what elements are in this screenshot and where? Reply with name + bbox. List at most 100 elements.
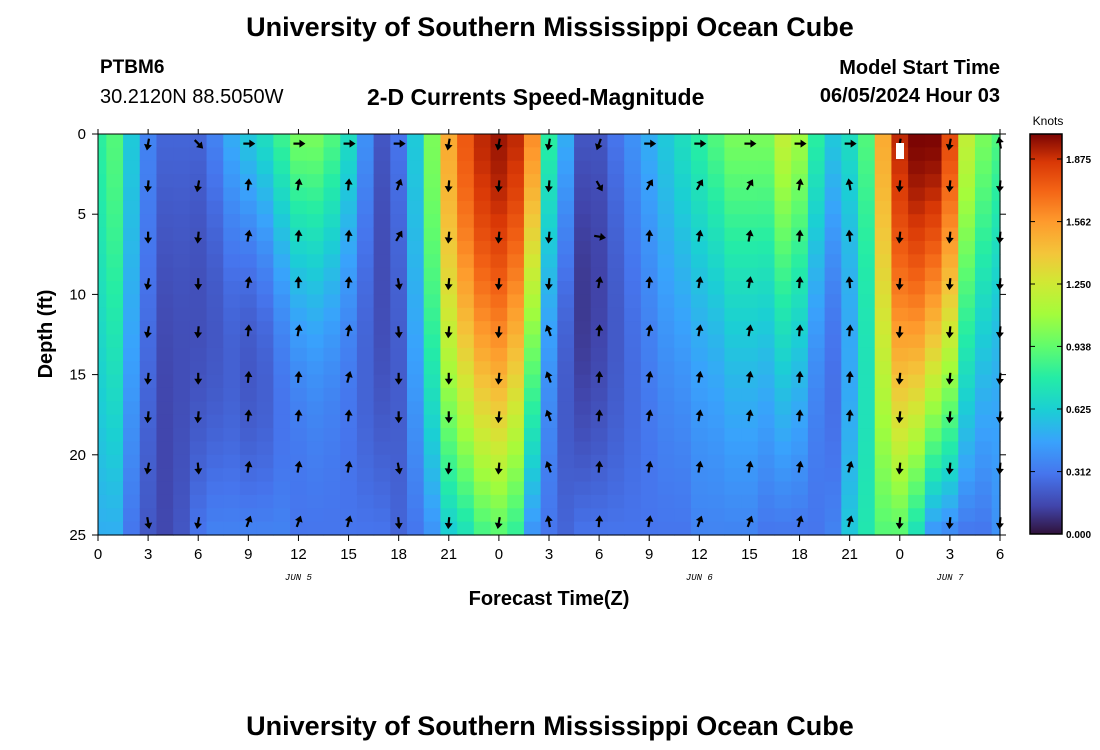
heatmap-cell	[490, 267, 508, 282]
heatmap-cell	[507, 281, 525, 295]
heatmap-cell	[356, 481, 375, 496]
arrow-head	[244, 229, 253, 237]
heatmap-cell	[640, 481, 659, 496]
heatmap-cell	[674, 200, 692, 215]
heatmap-cell	[640, 240, 659, 255]
heatmap-cell	[139, 481, 158, 496]
heatmap-cell	[156, 468, 174, 483]
heatmap-cell	[707, 481, 725, 496]
heatmap-cell	[189, 508, 208, 523]
heatmap-cell	[440, 361, 458, 376]
arrow-head	[595, 324, 604, 331]
heatmap-cell	[490, 361, 508, 376]
heatmap-cell	[958, 347, 976, 362]
heatmap-cell	[473, 508, 492, 523]
heatmap-cell	[924, 187, 943, 202]
arrow-head	[945, 522, 954, 530]
heatmap-cell	[741, 387, 759, 402]
heatmap-cell	[574, 240, 592, 255]
heatmap-cell	[490, 294, 508, 309]
heatmap-cell	[239, 361, 258, 376]
heatmap-cell	[557, 294, 575, 309]
heatmap-cell	[98, 414, 107, 429]
heatmap-cell	[206, 147, 224, 162]
heatmap-cell	[507, 174, 525, 189]
heatmap-cell	[373, 227, 391, 242]
arrow-head	[294, 460, 303, 468]
current-arrow	[143, 326, 152, 339]
heatmap-cell	[607, 414, 625, 429]
arrow-head	[795, 178, 804, 186]
heatmap-cell	[607, 401, 625, 416]
heatmap-cell	[958, 254, 976, 269]
heatmap-cell	[690, 160, 709, 175]
heatmap-cell	[256, 254, 274, 269]
current-arrow	[494, 372, 503, 385]
heatmap-cell	[624, 334, 642, 349]
heatmap-cell	[807, 521, 826, 536]
heatmap-cell	[841, 361, 859, 376]
arrow-head	[395, 178, 403, 186]
heatmap-cell	[306, 174, 325, 189]
heatmap-cell	[223, 187, 241, 202]
heatmap-cell	[841, 294, 859, 309]
heatmap-cell	[457, 468, 475, 483]
arrow-head	[494, 522, 503, 530]
heatmap-cell	[206, 187, 224, 202]
heatmap-cell	[206, 428, 224, 443]
x-tick-label: 12	[290, 546, 307, 563]
heatmap-cell	[256, 227, 274, 242]
heatmap-cell	[239, 254, 258, 269]
heatmap-cell	[407, 240, 425, 255]
heatmap-cell	[924, 347, 943, 362]
heatmap-cell	[323, 321, 341, 336]
arrow-head	[695, 229, 704, 237]
arrow-head	[244, 515, 253, 523]
heatmap-cell	[974, 281, 993, 295]
heatmap-cell	[173, 494, 191, 509]
heatmap-cell	[908, 214, 926, 229]
heatmap-cell	[724, 374, 742, 389]
heatmap-cell	[223, 254, 241, 269]
heatmap-cell	[791, 387, 809, 402]
heatmap-cell	[423, 214, 442, 229]
heatmap-cell	[891, 334, 909, 349]
heatmap-cell	[123, 521, 141, 536]
heatmap-cell	[507, 240, 525, 255]
heatmap-cell	[557, 267, 575, 282]
heatmap-cell	[807, 454, 826, 469]
heatmap-cell	[173, 281, 191, 295]
heatmap-cell	[757, 200, 776, 215]
heatmap-cell	[490, 147, 508, 162]
heatmap-cell	[98, 521, 107, 536]
heatmap-cell	[106, 508, 124, 523]
heatmap-cell	[407, 321, 425, 336]
heatmap-cell	[473, 240, 492, 255]
arrow-head	[143, 467, 152, 475]
heatmap-cell	[356, 240, 375, 255]
current-arrow	[344, 229, 353, 242]
heatmap-cell	[724, 441, 742, 456]
heatmap-cell	[574, 160, 592, 175]
heatmap-cell	[991, 321, 1001, 336]
heatmap-cell	[507, 361, 525, 376]
heatmap-cell	[674, 174, 692, 189]
heatmap-cell	[824, 160, 842, 175]
heatmap-cell	[741, 267, 759, 282]
heatmap-cell	[724, 334, 742, 349]
heatmap-cell	[958, 521, 976, 536]
heatmap-cell	[523, 160, 542, 175]
current-arrow	[295, 515, 303, 528]
heatmap-cell	[624, 147, 642, 162]
heatmap-cell	[507, 334, 525, 349]
heatmap-cell	[590, 414, 609, 429]
heatmap-cell	[390, 240, 408, 255]
heatmap-cell	[958, 508, 976, 523]
heatmap-cell	[841, 481, 859, 496]
heatmap-cell	[974, 454, 993, 469]
heatmap-cell	[256, 214, 274, 229]
heatmap-cell	[390, 134, 408, 148]
heatmap-cell	[123, 267, 141, 282]
heatmap-cell	[173, 508, 191, 523]
heatmap-cell	[958, 281, 976, 295]
